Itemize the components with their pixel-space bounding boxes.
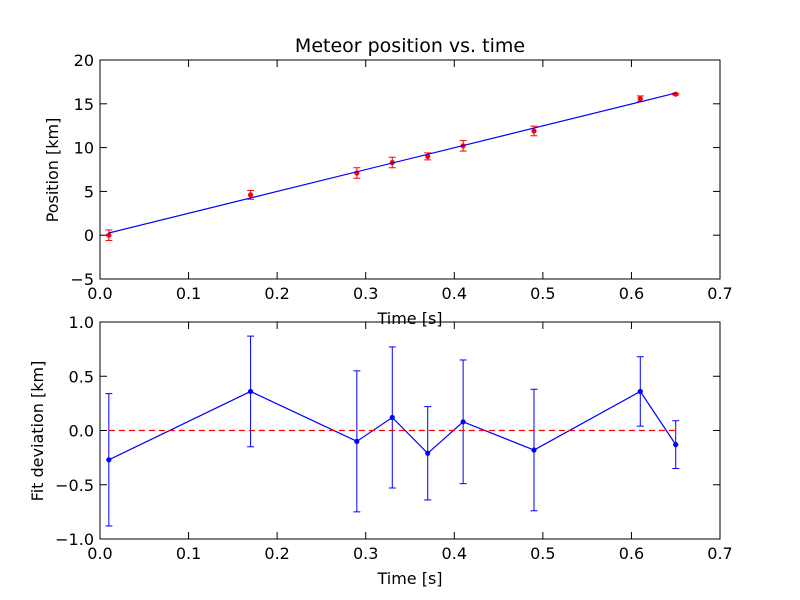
deviation-x-tick-label: 0.7 (707, 544, 732, 563)
deviation-x-axis-label: Time [s] (376, 569, 442, 588)
deviation-axes-frame: 0.0 0.1 0.2 0.3 0.4 0.5 0.6 0.7 −1.0 −0.5 0.0 0.5 1.… (55, 313, 733, 563)
deviation-y-tick-label: −0.5 (55, 476, 94, 495)
deviation-y-tick-label: −1.0 (55, 530, 94, 549)
deviation-x-tick-label: 0.2 (264, 544, 289, 563)
position-y-tick-label: 10 (74, 139, 94, 158)
position-data-point (106, 232, 112, 238)
deviation-x-tick-label: 0.5 (530, 544, 555, 563)
position-data-point (637, 95, 643, 102)
deviation-y-tick-label: 0.0 (69, 422, 94, 441)
deviation-y-axis-label: Fit deviation [km] (28, 361, 47, 502)
deviation-panel: 0.0 0.1 0.2 0.3 0.4 0.5 0.6 0.7 −1.0 −0.5 0.0 0.5 1.… (28, 313, 733, 588)
deviation-y-tick-label: 0.5 (69, 367, 94, 386)
position-chart-title: Meteor position vs. time (295, 35, 525, 57)
position-axes-border (99, 59, 721, 280)
position-y-axis-label: Position [km] (43, 118, 62, 223)
position-x-tick-label: 0.7 (707, 284, 732, 303)
deviation-data-point (531, 447, 537, 453)
position-x-tick-label: 0.1 (176, 284, 201, 303)
position-x-tick-label: 0.3 (353, 284, 378, 303)
position-data-point (531, 128, 537, 134)
position-y-tick-label: 0 (84, 226, 94, 245)
position-x-tick-label: 0.5 (530, 284, 555, 303)
position-x-axis-label: Time [s] (376, 309, 442, 328)
deviation-data-point (106, 457, 112, 463)
deviation-x-tick-label: 0.1 (176, 544, 201, 563)
position-y-tick-label: 20 (74, 51, 94, 70)
deviation-data-point (247, 388, 254, 395)
deviation-data-point (425, 450, 431, 456)
deviation-x-tick-label: 0.4 (442, 544, 467, 563)
position-fit-line (108, 92, 676, 234)
deviation-x-tick-label: 0.0 (87, 544, 112, 563)
deviation-data-point (354, 438, 360, 444)
position-y-tick-label: 5 (84, 182, 94, 201)
deviation-data-point (673, 442, 679, 448)
position-x-tick-label: 0.6 (619, 284, 644, 303)
position-y-tick-label: −5 (70, 270, 94, 289)
deviation-data-point (637, 388, 643, 395)
deviation-data-point (389, 414, 395, 421)
position-panel: Meteor position vs. time 0.0 0.1 0.2 0.3 0.4… (43, 35, 733, 328)
position-x-tick-label: 0.2 (264, 284, 289, 303)
position-plot-area (105, 91, 680, 241)
deviation-data-point (460, 419, 466, 425)
position-data-point (247, 192, 254, 198)
position-x-tick-label: 0.4 (442, 284, 467, 303)
deviation-x-tick-label: 0.6 (619, 544, 644, 563)
position-data-point (673, 91, 679, 97)
position-y-tick-label: 15 (74, 95, 94, 114)
deviation-y-tick-label: 1.0 (69, 313, 94, 332)
deviation-x-tick-label: 0.3 (353, 544, 378, 563)
position-x-tick-label: 0.0 (87, 284, 112, 303)
position-axes-frame: 0.0 0.1 0.2 0.3 0.4 0.5 0.6 0.7 −5 0 5 10 15 20 (70, 51, 732, 303)
deviation-plot-area (105, 335, 680, 527)
